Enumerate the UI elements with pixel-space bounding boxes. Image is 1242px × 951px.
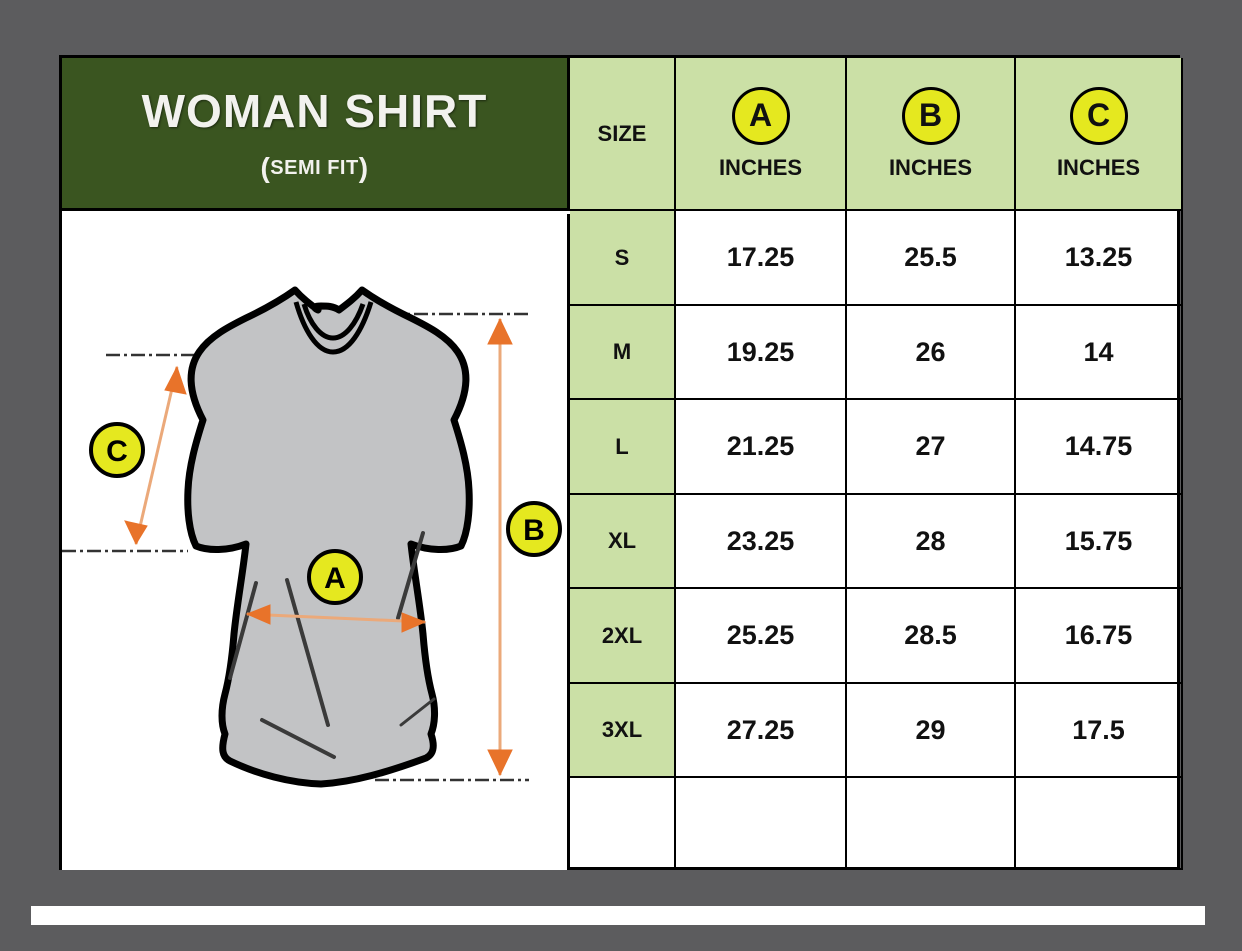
svg-text:B: B (523, 514, 545, 547)
svg-text:C: C (106, 435, 128, 468)
svg-text:A: A (324, 562, 346, 595)
